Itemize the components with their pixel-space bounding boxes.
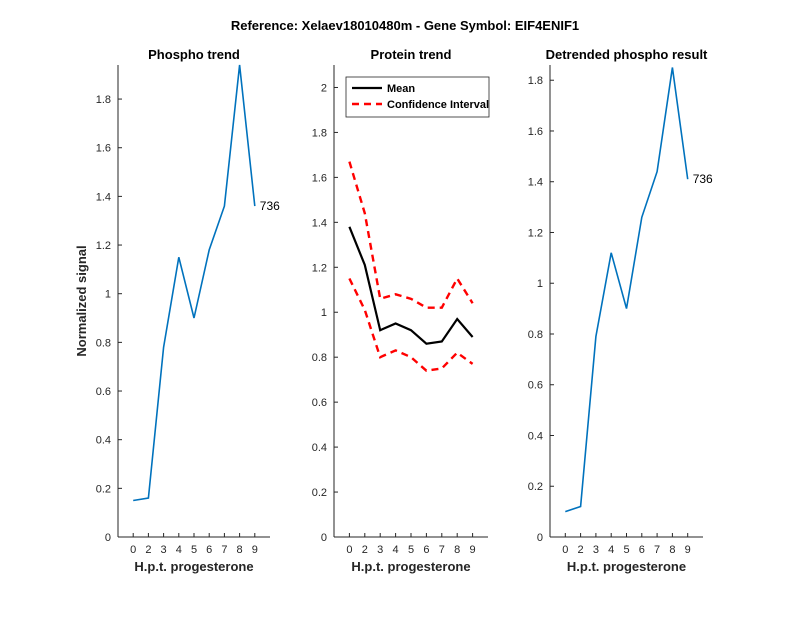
x-axis-label: H.p.t. progesterone	[351, 559, 470, 574]
y-tick-label: 1.6	[96, 143, 111, 155]
y-tick-label: 0.8	[312, 352, 327, 364]
y-tick-label: 0.2	[96, 483, 111, 495]
y-tick-label: 1.6	[528, 126, 543, 138]
y-tick-label: 0.4	[96, 435, 111, 447]
y-tick-label: 1.4	[528, 177, 543, 189]
x-tick-label: 3	[161, 544, 167, 556]
y-tick-label: 0	[105, 532, 111, 544]
series-line-0	[565, 67, 689, 513]
x-tick-label: 7	[221, 544, 227, 556]
panel-title: Phospho trend	[148, 47, 240, 62]
y-tick-label: 1.6	[312, 172, 327, 184]
y-tick-label: 2	[321, 82, 327, 94]
y-tick-label: 0.4	[528, 430, 543, 442]
y-tick-label: 1	[105, 289, 111, 301]
y-tick-label: 0.8	[528, 329, 543, 341]
x-tick-label: 8	[669, 544, 675, 556]
x-tick-label: 3	[593, 544, 599, 556]
y-tick-label: 1.2	[96, 240, 111, 252]
y-tick-label: 0.6	[528, 380, 543, 392]
x-tick-label: 9	[470, 544, 476, 556]
y-tick-label: 0	[321, 532, 327, 544]
y-tick-label: 1.8	[528, 75, 543, 87]
y-tick-label: 0.2	[528, 481, 543, 493]
x-tick-label: 5	[623, 544, 629, 556]
panel-title: Detrended phospho result	[546, 47, 708, 62]
phospho-trend-panel: 0 2 3 4 5 6 7 8 900.20.40.60.811.21.41.61.8Phosp…	[74, 47, 280, 574]
x-tick-label: 3	[377, 544, 383, 556]
x-tick-label: 5	[191, 544, 197, 556]
detrended-phospho-panel: 0 2 3 4 5 6 7 8 900.20.40.60.811.21.41.61.8Detre…	[528, 47, 713, 574]
y-tick-label: 0.6	[96, 386, 111, 398]
x-tick-label: 0	[346, 544, 352, 556]
x-tick-label: 7	[654, 544, 660, 556]
series-end-label: 736	[260, 199, 280, 213]
x-axis-label: H.p.t. progesterone	[567, 559, 686, 574]
x-tick-label: 9	[685, 544, 691, 556]
x-tick-label: 9	[252, 544, 258, 556]
x-tick-label: 7	[439, 544, 445, 556]
y-tick-label: 1.8	[96, 94, 111, 106]
y-tick-label: 1.8	[312, 127, 327, 139]
x-tick-label: 0	[130, 544, 136, 556]
series-line-2	[348, 277, 474, 372]
x-tick-label: 6	[206, 544, 212, 556]
y-tick-label: 0.2	[312, 487, 327, 499]
figure-suptitle: Reference: Xelaev18010480m - Gene Symbol…	[231, 18, 579, 33]
panel-title: Protein trend	[371, 47, 452, 62]
x-tick-label: 2	[145, 544, 151, 556]
legend-label: Confidence Interval	[387, 99, 489, 111]
y-tick-label: 1.2	[528, 227, 543, 239]
y-tick-label: 0.8	[96, 337, 111, 349]
x-tick-label: 8	[237, 544, 243, 556]
y-tick-label: 1	[537, 278, 543, 290]
x-tick-label: 0	[562, 544, 568, 556]
x-tick-label: 2	[578, 544, 584, 556]
y-axis-label: Normalized signal	[74, 245, 89, 356]
y-tick-label: 0	[537, 532, 543, 544]
y-tick-label: 1	[321, 307, 327, 319]
x-tick-label: 6	[423, 544, 429, 556]
x-tick-label: 4	[608, 544, 614, 556]
y-tick-label: 1.2	[312, 262, 327, 274]
x-tick-label: 8	[454, 544, 460, 556]
y-tick-label: 1.4	[96, 191, 111, 203]
x-tick-label: 5	[408, 544, 414, 556]
x-tick-label: 2	[362, 544, 368, 556]
x-tick-label: 4	[176, 544, 182, 556]
x-tick-label: 4	[393, 544, 399, 556]
protein-trend-panel: 0 2 3 4 5 6 7 8 900.20.40.60.811.21.41.61.82Prot…	[312, 47, 490, 574]
y-tick-label: 1.4	[312, 217, 327, 229]
legend-box	[345, 76, 490, 118]
series-end-label: 736	[693, 172, 713, 186]
x-axis-label: H.p.t. progesterone	[134, 559, 253, 574]
series-line-0	[348, 226, 474, 345]
series-line-1	[348, 161, 474, 309]
y-tick-label: 0.4	[312, 442, 327, 454]
y-tick-label: 0.6	[312, 397, 327, 409]
x-tick-label: 6	[639, 544, 645, 556]
series-line-0	[133, 64, 256, 502]
legend-label: Mean	[387, 83, 415, 95]
